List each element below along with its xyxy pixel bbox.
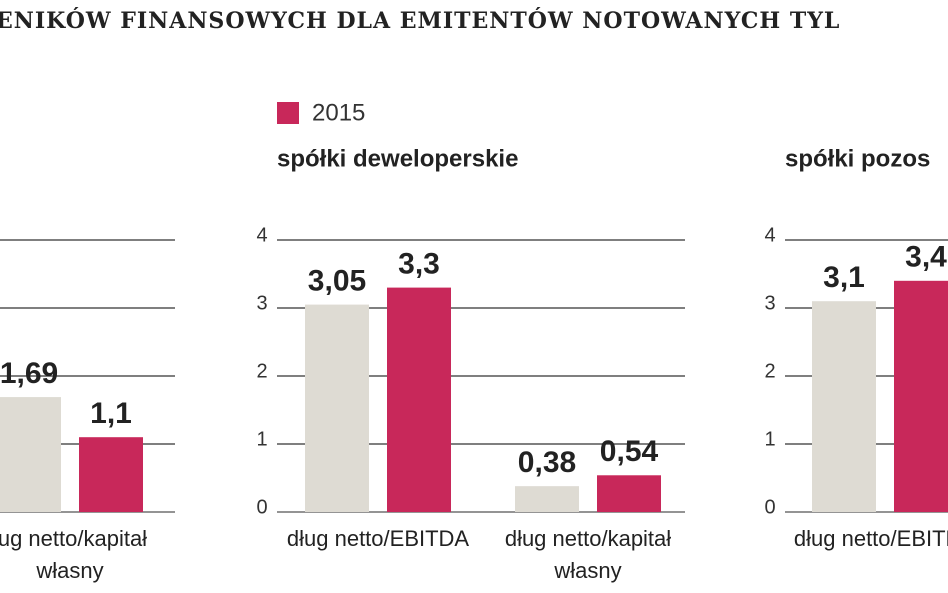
y-tick-label: 1: [764, 428, 775, 450]
bar: [812, 301, 876, 512]
value-label: 3,05: [308, 265, 366, 298]
x-tick-label: dług netto/EBITDA: [287, 526, 470, 551]
y-tick-label: 2: [764, 360, 775, 382]
value-label: 0,54: [600, 435, 659, 468]
bar: [305, 304, 369, 512]
x-tick-label: dług netto/kapitał własny: [505, 526, 671, 583]
value-label: 1,69: [0, 357, 58, 390]
bar: [894, 280, 948, 512]
value-label: 3,1: [823, 261, 865, 294]
y-tick-label: 0: [256, 496, 267, 518]
y-tick-label: 0: [764, 496, 775, 518]
y-tick-label: 3: [764, 292, 775, 314]
bar: [515, 486, 579, 512]
value-label: 1,1: [90, 397, 132, 430]
panel-title: spółki pozos: [785, 145, 930, 172]
legend-swatch: [277, 102, 299, 124]
y-tick-label: 3: [256, 292, 267, 314]
page-title: ENIKÓW FINANSOWYCH DLA EMITENTÓW NOTOWAN…: [0, 7, 840, 34]
y-tick-label: 4: [764, 224, 775, 246]
value-label: 0,38: [518, 446, 576, 479]
bar: [0, 397, 61, 512]
bar: [387, 287, 451, 512]
bar: [597, 475, 661, 512]
legend-label: 2015: [312, 99, 365, 126]
x-tick-label: dług netto/EBITDA: [794, 526, 948, 551]
y-tick-label: 2: [256, 360, 267, 382]
value-label: 3,3: [398, 248, 440, 281]
y-tick-label: 4: [256, 224, 267, 246]
x-tick-label: ług netto/kapitał własny: [0, 526, 147, 583]
value-label: 3,4: [905, 241, 947, 274]
bar: [79, 437, 143, 512]
panel-title: spółki deweloperskie: [277, 145, 518, 172]
y-tick-label: 1: [256, 428, 267, 450]
